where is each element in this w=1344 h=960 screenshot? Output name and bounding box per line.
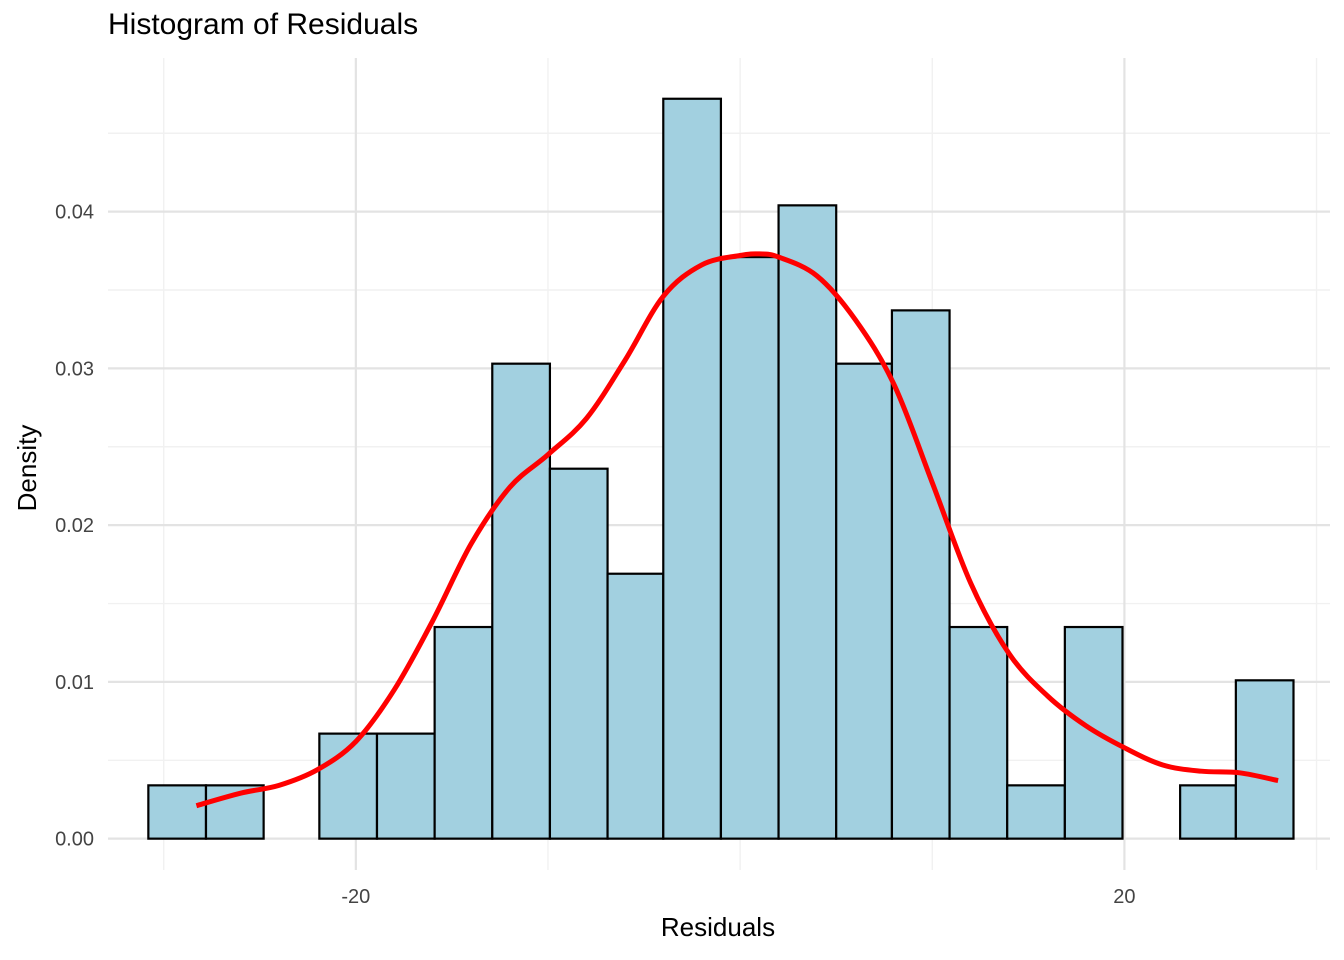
y-axis-title: Density bbox=[12, 424, 42, 512]
histogram-bar bbox=[1179, 784, 1237, 840]
histogram-bar bbox=[1006, 784, 1066, 840]
histogram-bar bbox=[948, 625, 1009, 840]
density-curve bbox=[195, 251, 1279, 809]
histogram-bar bbox=[548, 467, 609, 840]
histogram-bar bbox=[433, 625, 494, 840]
chart-title: Histogram of Residuals bbox=[108, 8, 419, 41]
histogram-bar bbox=[606, 572, 665, 840]
histogram-bar bbox=[890, 309, 951, 840]
histogram-bar bbox=[662, 97, 723, 840]
y-tick-label: 0.04 bbox=[55, 202, 94, 224]
histogram-bar bbox=[491, 362, 552, 840]
y-tick-label: 0.01 bbox=[55, 672, 94, 694]
y-axis-ticks: 0.00 0.01 0.02 0.03 0.04 bbox=[55, 202, 94, 851]
histogram-bar bbox=[777, 204, 838, 840]
histogram-bar bbox=[1234, 679, 1295, 840]
x-tick-label: -20 bbox=[341, 886, 370, 908]
y-tick-label: 0.02 bbox=[55, 515, 94, 537]
histogram-bar bbox=[719, 255, 780, 840]
y-tick-label: 0.00 bbox=[55, 829, 94, 851]
histogram-bar bbox=[147, 784, 208, 840]
histogram-bar bbox=[375, 732, 436, 840]
histogram-bars bbox=[147, 97, 1295, 840]
x-tick-label: 20 bbox=[1113, 886, 1135, 908]
x-axis-ticks: -20 20 bbox=[341, 886, 1135, 908]
x-axis-title-row: Residuals bbox=[0, 912, 1344, 943]
y-tick-label: 0.03 bbox=[55, 358, 94, 380]
x-axis-title: Residuals bbox=[660, 912, 776, 942]
histogram-bar bbox=[835, 362, 894, 840]
density-curve-group bbox=[195, 251, 1279, 809]
